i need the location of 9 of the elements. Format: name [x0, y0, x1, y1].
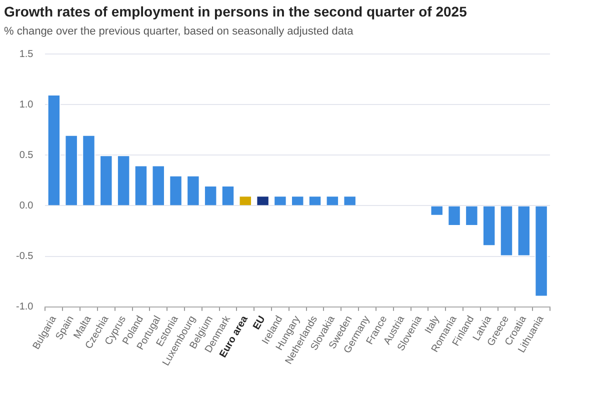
y-tick-label: 0.5	[19, 150, 34, 161]
y-tick-label: 1.5	[19, 48, 34, 60]
x-tick-label: EU	[251, 314, 268, 332]
y-tick-label: -1.0	[16, 302, 34, 313]
y-tick-label: -0.5	[16, 251, 34, 262]
chart-title: Growth rates of employment in persons in the second quarter of 2025	[4, 3, 468, 20]
y-tick-label: 0.0	[19, 200, 34, 212]
chart-subtitle: % change over the previous quarter, based on seasonally adjusted data	[4, 25, 354, 38]
y-tick-label: 1.0	[19, 99, 34, 110]
